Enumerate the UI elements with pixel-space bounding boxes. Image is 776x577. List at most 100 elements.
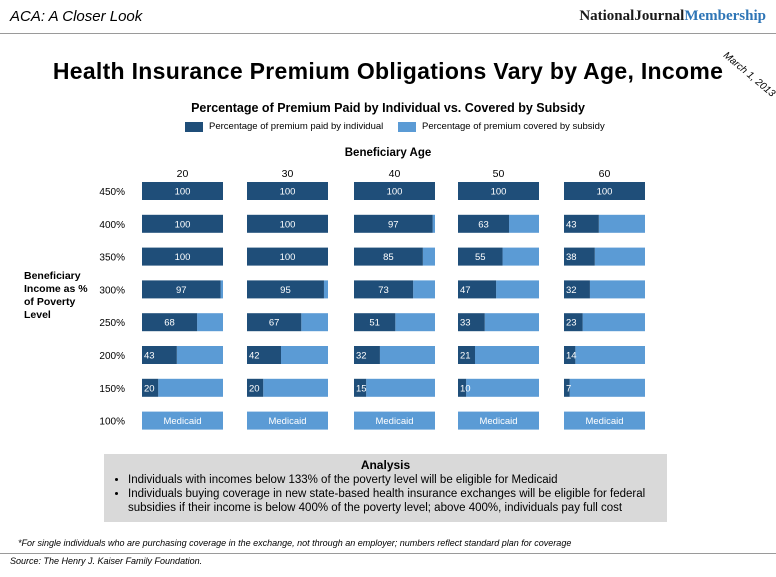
- data-label: 100: [280, 219, 296, 230]
- individual-bar-segment: [354, 280, 414, 299]
- data-label: 47: [460, 285, 471, 296]
- medicaid-label: Medicaid: [585, 416, 623, 427]
- section-label: ACA: A Closer Look: [10, 8, 143, 25]
- analysis-box: Analysis Individuals with incomes below …: [104, 454, 667, 522]
- subsidy-bar-segment: [598, 214, 645, 233]
- data-label: 100: [175, 219, 191, 230]
- subsidy-bar-segment: [176, 346, 223, 364]
- analysis-bullet: Individuals with incomes below 133% of t…: [128, 473, 667, 487]
- individual-bar-segment: [142, 182, 223, 200]
- medicaid-bar: [247, 411, 328, 430]
- income-tick-label: 400%: [99, 220, 125, 231]
- legend-item-subsidy: Percentage of premium covered by subsidy: [398, 121, 605, 132]
- individual-bar-segment: [564, 313, 583, 332]
- data-label: 100: [597, 187, 613, 198]
- legend-item-individual: Percentage of premium paid by individual: [185, 121, 383, 132]
- subsidy-bar-segment: [466, 378, 539, 397]
- individual-bar-segment: [564, 214, 599, 233]
- data-label: 7: [566, 383, 571, 394]
- data-label: 73: [378, 285, 389, 296]
- brand-logo: NationalJournalMembership: [579, 8, 766, 25]
- subsidy-bar-segment: [475, 346, 539, 364]
- data-label: 20: [144, 383, 155, 394]
- individual-bar-segment: [564, 280, 590, 299]
- subsidy-bar-segment: [281, 346, 328, 364]
- data-label: 21: [460, 351, 471, 362]
- source-bar: Source: The Henry J. Kaiser Family Found…: [0, 553, 776, 566]
- individual-bar-segment: [247, 378, 264, 397]
- income-tick-label: 350%: [99, 253, 125, 264]
- individual-bar-segment: [564, 378, 570, 397]
- individual-bar-segment: [142, 280, 221, 299]
- age-tick-label: 30: [282, 168, 294, 180]
- subsidy-bar-segment: [502, 247, 539, 266]
- data-label: 100: [175, 187, 191, 198]
- individual-bar-segment: [458, 247, 503, 266]
- income-tick-label: 300%: [99, 285, 125, 296]
- individual-bar-segment: [458, 280, 497, 299]
- individual-bar-segment: [458, 182, 539, 200]
- data-label: 95: [280, 285, 291, 296]
- y-axis-title: Beneficiary Income as % of Poverty Level: [24, 270, 88, 321]
- data-label: 55: [475, 252, 486, 263]
- subsidy-bar-segment: [484, 313, 539, 332]
- data-label: 42: [249, 351, 260, 362]
- individual-bar-segment: [247, 313, 302, 332]
- individual-bar-segment: [458, 214, 510, 233]
- subsidy-bar-segment: [379, 346, 435, 364]
- medicaid-bar: [564, 411, 645, 430]
- data-label: 100: [280, 187, 296, 198]
- individual-bar-segment: [142, 247, 223, 266]
- subsidy-bar-segment: [496, 280, 539, 299]
- legend-label-subsidy: Percentage of premium covered by subsidy: [422, 121, 605, 132]
- income-tick-label: 250%: [99, 318, 125, 329]
- income-tick-label: 200%: [99, 351, 125, 362]
- individual-bar-segment: [142, 378, 159, 397]
- chart-title: Percentage of Premium Paid by Individual…: [191, 101, 585, 115]
- individual-bar-segment: [564, 182, 645, 200]
- subsidy-bar-segment: [432, 214, 435, 233]
- data-label: 32: [356, 351, 367, 362]
- subsidy-bar-segment: [301, 313, 328, 332]
- analysis-bullet: Individuals buying coverage in new state…: [128, 487, 667, 515]
- individual-bar-segment: [247, 182, 328, 200]
- data-label: 100: [280, 252, 296, 263]
- individual-bar-segment: [458, 313, 485, 332]
- subsidy-bar-segment: [569, 378, 645, 397]
- data-label: 23: [566, 318, 577, 329]
- age-tick-label: 50: [493, 168, 505, 180]
- data-label: 10: [460, 383, 471, 394]
- age-tick-label: 20: [177, 168, 189, 180]
- individual-bar-segment: [354, 214, 433, 233]
- individual-bar-segment: [354, 378, 367, 397]
- individual-bar-segment: [142, 313, 198, 332]
- individual-bar-segment: [354, 313, 396, 332]
- data-label: 97: [388, 219, 399, 230]
- medicaid-bar: [142, 411, 223, 430]
- age-tick-label: 60: [599, 168, 611, 180]
- individual-bar-segment: [458, 378, 467, 397]
- page-title: Health Insurance Premium Obligations Var…: [52, 58, 724, 84]
- data-label: 43: [566, 219, 577, 230]
- medicaid-label: Medicaid: [479, 416, 517, 427]
- individual-bar-segment: [354, 247, 423, 266]
- individual-bar-segment: [354, 346, 380, 364]
- subsidy-bar-segment: [509, 214, 539, 233]
- medicaid-label: Medicaid: [163, 416, 201, 427]
- data-label: 63: [478, 219, 489, 230]
- data-label: 100: [491, 187, 507, 198]
- chart-area: 20 30 40 50 60 450% 400% 350% 300% 250% 200% 150% 10…: [99, 168, 645, 430]
- income-tick-label: 450%: [99, 187, 125, 198]
- source-text: Source: The Henry J. Kaiser Family Found…: [10, 556, 203, 566]
- data-label: 15: [356, 383, 367, 394]
- brand-main: NationalJournal: [579, 8, 685, 24]
- data-label: 97: [176, 285, 187, 296]
- income-tick-label: 150%: [99, 384, 125, 395]
- subsidy-bar-segment: [395, 313, 435, 332]
- data-label: 100: [387, 187, 403, 198]
- data-label: 32: [566, 285, 577, 296]
- brand-accent: Membership: [684, 8, 766, 24]
- subsidy-bar-segment: [413, 280, 435, 299]
- individual-bar-segment: [354, 182, 435, 200]
- header-divider: [0, 33, 776, 34]
